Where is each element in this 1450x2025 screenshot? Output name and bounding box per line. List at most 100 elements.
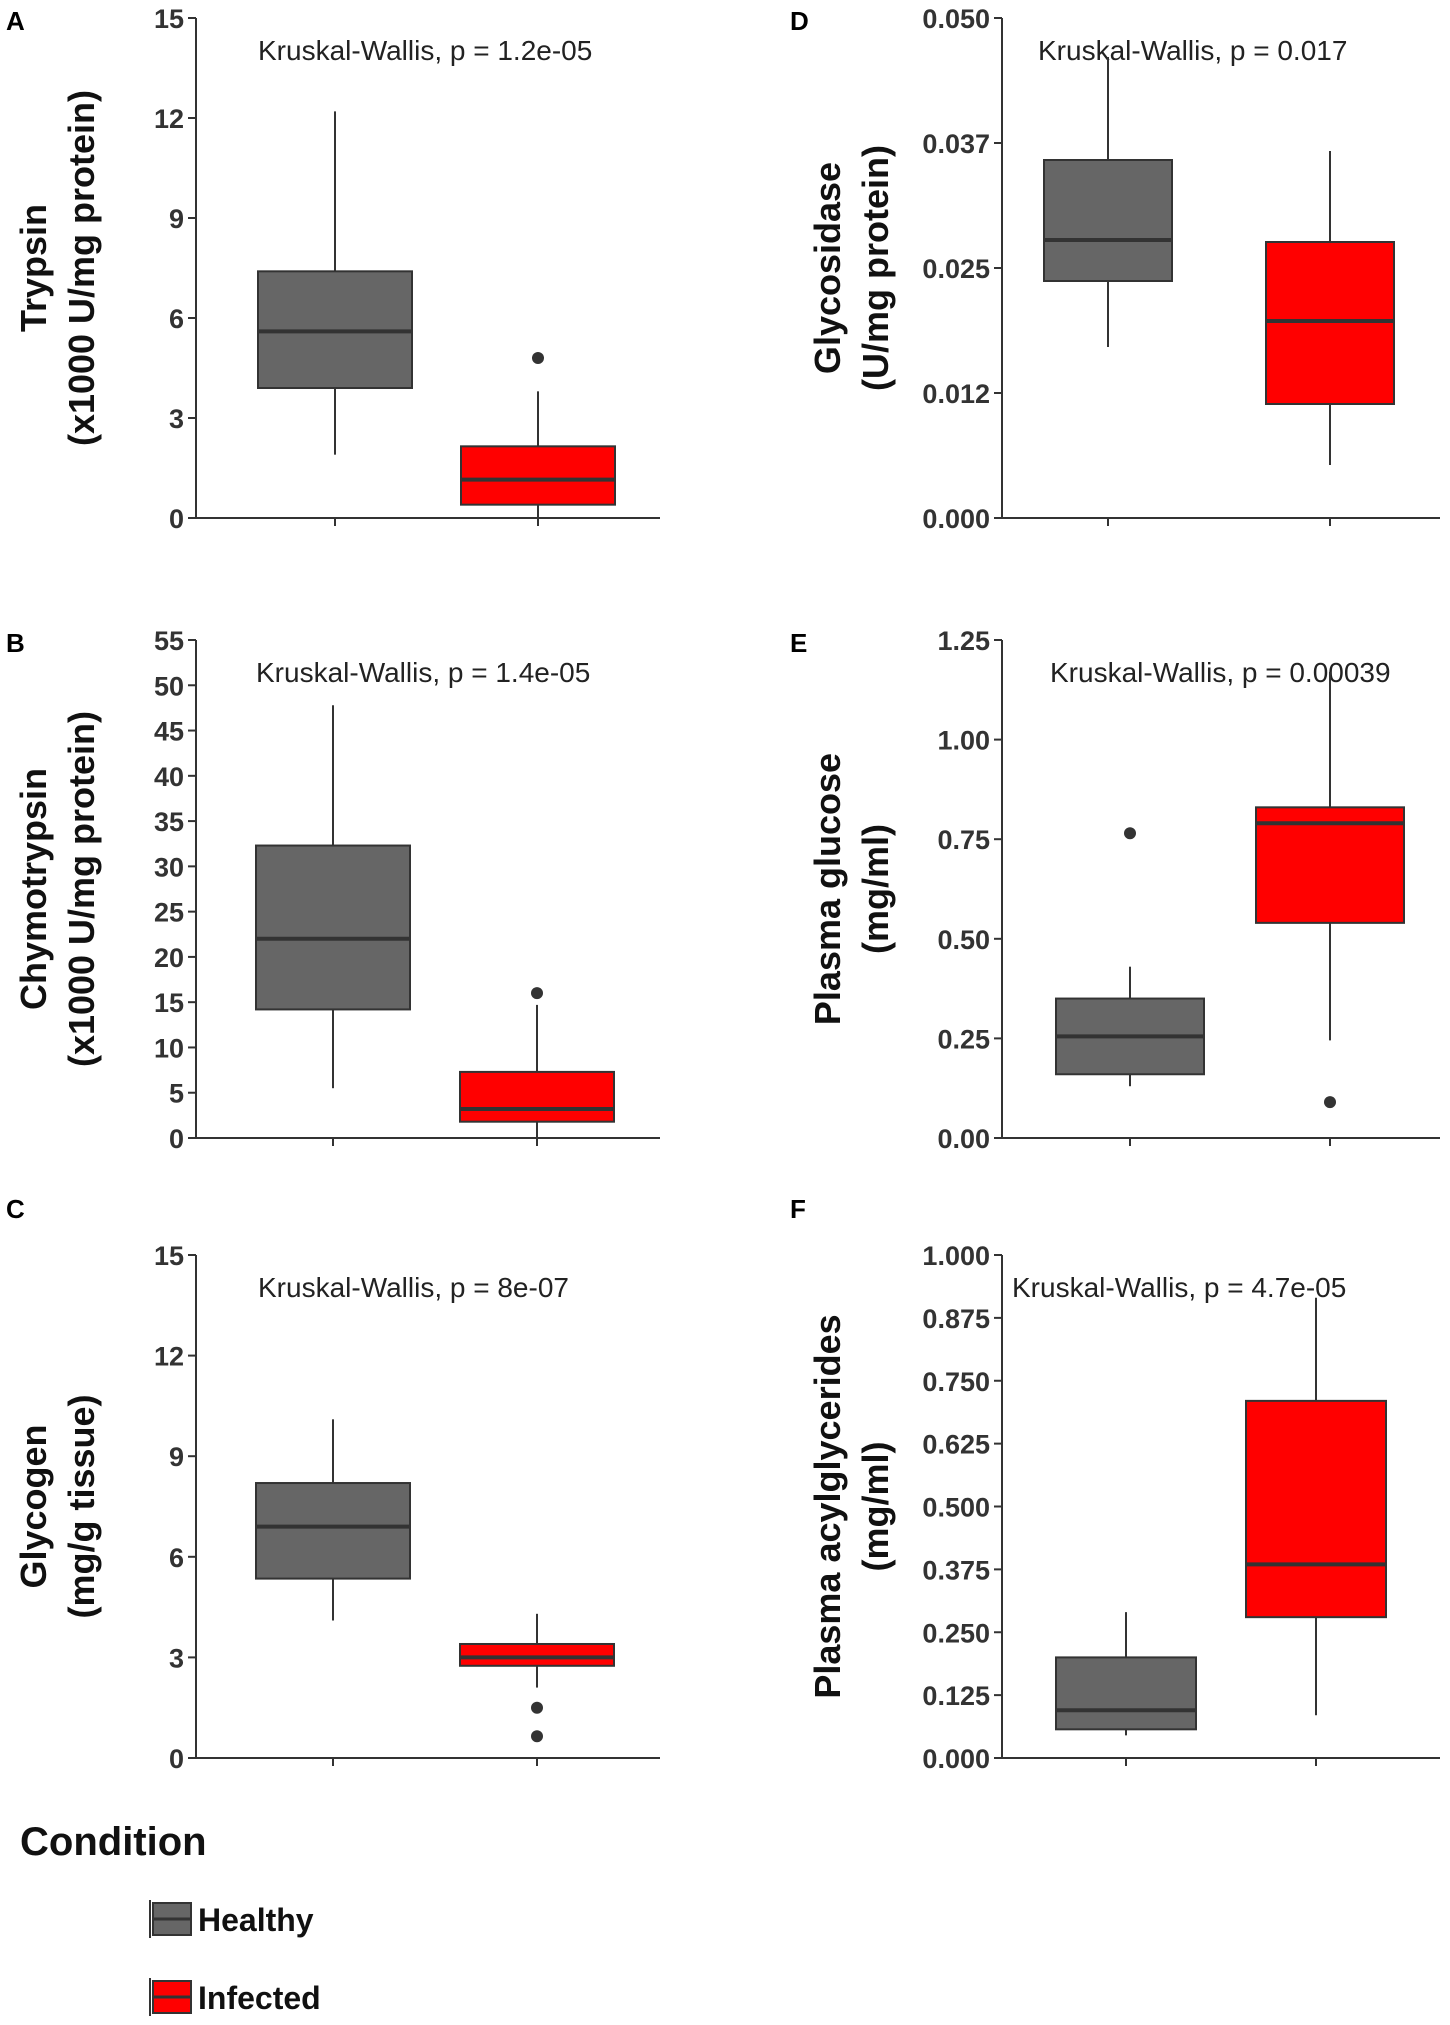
y-tick-label: 0 <box>169 1744 184 1774</box>
y-tick-label: 12 <box>154 1342 184 1372</box>
y-tick-label: 10 <box>154 1033 184 1063</box>
y-tick-label: 0.125 <box>922 1681 990 1711</box>
stat-annotation: Kruskal-Wallis, p = 1.4e-05 <box>256 657 590 688</box>
y-tick-label: 20 <box>154 943 184 973</box>
box-iqr <box>459 1642 615 1667</box>
stat-annotation: Kruskal-Wallis, p = 0.017 <box>1038 35 1347 66</box>
y-tick-label: 0.75 <box>937 825 990 855</box>
outlier-point <box>1324 1096 1336 1109</box>
panel-letter: E <box>790 628 807 658</box>
panel-letter: A <box>6 6 25 36</box>
box-iqr <box>1055 1656 1197 1731</box>
panel-c: C 0 3 6 9 12 15 Glycogen (mg/g tissue) Kruskal-Wa… <box>6 1194 660 1774</box>
box-healthy <box>1055 1612 1197 1736</box>
box-infected <box>460 352 616 518</box>
y-axis-label: Glycogen <box>13 1424 54 1588</box>
box-healthy <box>255 1419 411 1621</box>
y-tick-label: 9 <box>169 1442 184 1472</box>
outlier-point <box>532 352 544 364</box>
y-tick-label: 9 <box>169 204 184 234</box>
y-tick-label: 40 <box>154 762 184 792</box>
y-tick-label: 5 <box>169 1079 184 1109</box>
box-infected <box>459 1613 615 1743</box>
legend-title: Condition <box>20 1820 207 1864</box>
box-infected <box>1245 1297 1387 1716</box>
y-tick-label: 55 <box>154 626 184 656</box>
y-tick-label: 0.012 <box>922 379 990 409</box>
panel-e: E 0.00 0.25 0.50 0.75 1.00 1.25 Plasma glucose(… <box>790 626 1440 1154</box>
y-tick-label: 1.00 <box>937 726 990 756</box>
box-infected <box>1255 671 1405 1109</box>
y-tick-label: 0.000 <box>922 1744 990 1774</box>
box-infected <box>1265 151 1395 465</box>
y-tick-label: 12 <box>154 104 184 134</box>
y-tick-label: 0.00 <box>937 1124 990 1154</box>
outlier-point <box>1124 827 1136 840</box>
y-axis-label: Plasma glucose <box>807 753 848 1025</box>
y-tick-label: 0.050 <box>922 4 990 34</box>
panel-d: D 0.000 0.012 0.025 0.037 0.050 Glycosidase (U/… <box>790 4 1440 534</box>
box-iqr <box>1043 159 1173 282</box>
y-tick-label: 0.50 <box>937 925 990 955</box>
box-iqr <box>255 844 411 1011</box>
y-axis-label: Chymotrypsin <box>13 768 54 1010</box>
y-tick-label: 0.037 <box>922 129 990 159</box>
y-tick-label: 6 <box>169 1543 184 1573</box>
y-tick-label: 35 <box>154 807 184 837</box>
y-tick-label: 0.025 <box>922 254 990 284</box>
y-tick-label: 1.000 <box>922 1241 990 1271</box>
y-axis-label: (x1000 U/mg protein) <box>61 90 102 446</box>
y-tick-label: 0.25 <box>937 1024 990 1054</box>
outlier-point <box>531 987 543 1000</box>
stat-annotation: Kruskal-Wallis, p = 4.7e-05 <box>1012 1272 1346 1303</box>
box-infected <box>459 987 615 1138</box>
box-iqr <box>459 1070 615 1123</box>
box-iqr <box>1245 1399 1387 1619</box>
y-tick-label: 0.875 <box>922 1304 990 1334</box>
y-tick-label: 0.750 <box>922 1367 990 1397</box>
y-tick-label: 30 <box>154 852 184 882</box>
y-tick-label: 3 <box>169 404 184 434</box>
y-tick-label: 0.500 <box>922 1493 990 1523</box>
y-tick-label: 0 <box>169 504 184 534</box>
panel-letter: D <box>790 6 809 36</box>
y-tick-label: 3 <box>169 1643 184 1673</box>
panel-a: A 0 3 6 9 12 15 Trypsin (x1000 U/mg protein) Krus… <box>6 4 660 534</box>
y-tick-label: 45 <box>154 717 184 747</box>
y-tick-label: 0 <box>169 1124 184 1154</box>
stat-annotation: Kruskal-Wallis, p = 8e-07 <box>258 1272 569 1303</box>
outlier-point <box>531 1701 543 1714</box>
box-iqr <box>255 1482 411 1580</box>
y-axis-label: Glycosidase <box>807 162 848 374</box>
panel-b: B 0 5 10 15 20 25 30 35 40 45 50 55 Chymotrypsin (x100… <box>6 626 660 1154</box>
y-axis-label: Plasma acylglycerides <box>807 1314 848 1698</box>
y-tick-label: 6 <box>169 304 184 334</box>
box-healthy <box>1043 57 1173 347</box>
legend-item-healthy: Healthy <box>149 1900 314 1938</box>
panel-letter: F <box>790 1194 806 1224</box>
y-axis-label: (U/mg protein) <box>855 145 896 391</box>
box-iqr <box>1255 806 1405 924</box>
y-tick-label: 15 <box>154 4 184 34</box>
y-axis-label: (x1000 U/mg protein) <box>61 711 102 1067</box>
box-healthy <box>1055 827 1205 1087</box>
legend-label-infected: Infected <box>198 1980 321 2016</box>
y-tick-label: 15 <box>154 1241 184 1271</box>
panel-letter: B <box>6 628 25 658</box>
y-axis-label: (mg/ml) <box>855 1442 896 1572</box>
y-tick-label: 0.250 <box>922 1618 990 1648</box>
legend-item-infected: Infected <box>149 1978 321 2016</box>
box-iqr <box>460 445 616 506</box>
stat-annotation: Kruskal-Wallis, p = 0.00039 <box>1050 657 1391 688</box>
y-tick-label: 0.375 <box>922 1555 990 1585</box>
y-tick-label: 25 <box>154 898 184 928</box>
legend-label-healthy: Healthy <box>198 1902 314 1938</box>
y-tick-label: 0.625 <box>922 1430 990 1460</box>
panel-letter: C <box>6 1194 25 1224</box>
y-axis-label: Trypsin <box>13 204 54 332</box>
outlier-point <box>531 1730 543 1743</box>
y-axis-label: (mg/g tissue) <box>61 1394 102 1618</box>
y-tick-label: 0.000 <box>922 504 990 534</box>
